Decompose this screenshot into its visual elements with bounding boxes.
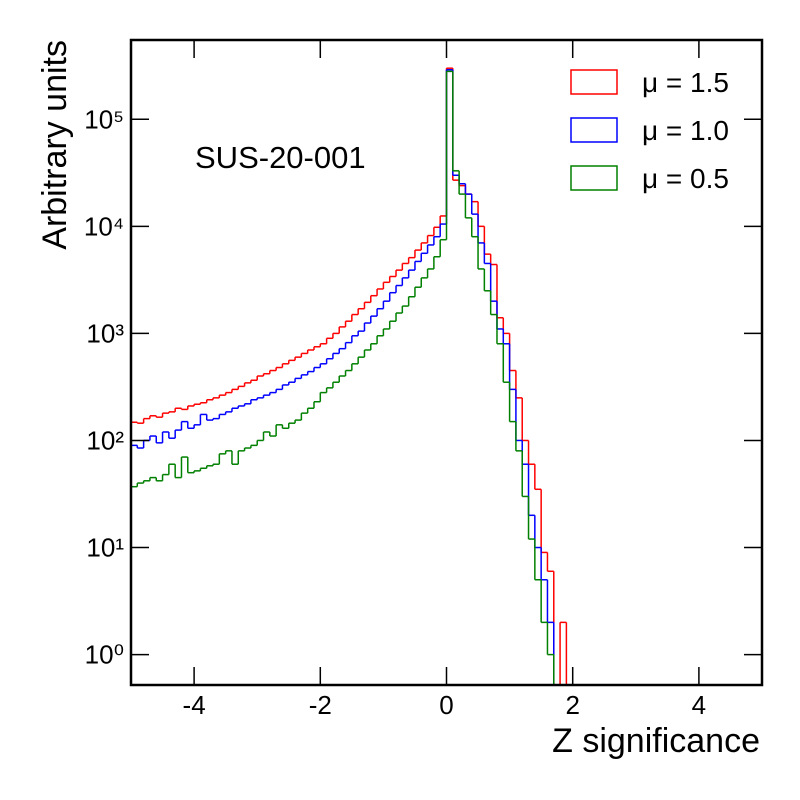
x-tick-label: -2 (309, 690, 332, 720)
legend-label: μ = 1.5 (642, 67, 729, 98)
x-tick-label: -4 (183, 690, 206, 720)
plot-area (131, 67, 568, 685)
y-tick-label: 10² (86, 425, 124, 455)
x-axis-title: Z significance (552, 722, 760, 760)
series (131, 69, 555, 685)
x-tick-label: 0 (439, 690, 453, 720)
legend-swatch (570, 165, 618, 191)
x-tick-label: 2 (565, 690, 579, 720)
legend-label: μ = 0.5 (642, 163, 729, 194)
x-tick-label: 4 (692, 690, 706, 720)
annotation: SUS-20-001 (195, 140, 366, 175)
y-tick-label: 10⁴ (84, 211, 124, 241)
legend-swatch (570, 117, 618, 143)
legend-swatch (570, 69, 618, 95)
y-tick-label: 10¹ (86, 533, 124, 563)
y-tick-label: 10⁵ (84, 104, 124, 134)
legend-label: μ = 1.0 (642, 115, 729, 146)
y-tick-label: 10⁰ (85, 640, 124, 670)
y-tick-label: 10³ (86, 318, 124, 348)
y-axis-title: Arbitrary units (36, 40, 74, 250)
series (131, 70, 555, 685)
